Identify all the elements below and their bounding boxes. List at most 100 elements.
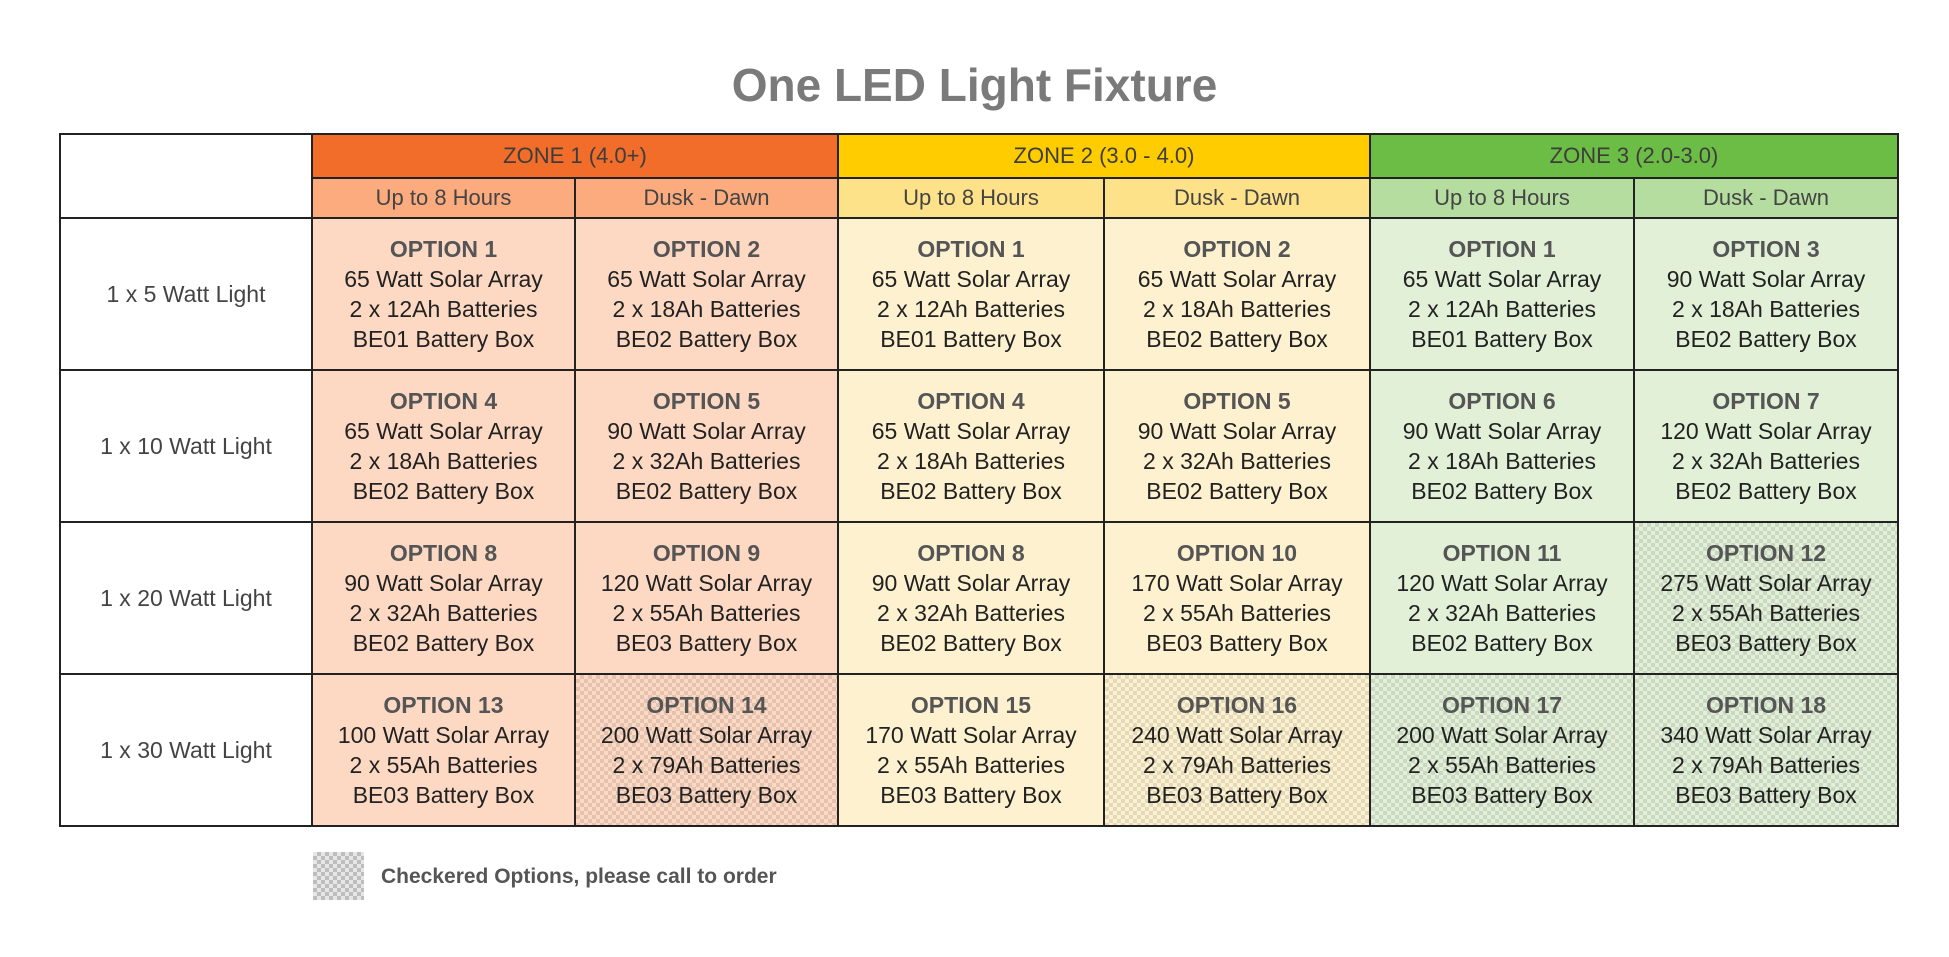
options-body: 1 x 5 Watt Light OPTION 1 65 Watt Solar Ar…: [59, 217, 1900, 827]
solar-array-spec: 200 Watt Solar Array: [600, 722, 813, 748]
solar-array-spec: 65 Watt Solar Array: [344, 418, 543, 444]
solar-array-spec: 65 Watt Solar Array: [871, 418, 1071, 444]
battery-box-spec: BE02 Battery Box: [1675, 478, 1857, 504]
solar-array-spec: 65 Watt Solar Array: [1137, 266, 1337, 292]
battery-box-spec: BE03 Battery Box: [1675, 630, 1857, 656]
solar-array-spec: 240 Watt Solar Array: [1131, 722, 1343, 748]
solar-array-spec: 90 Watt Solar Array: [1402, 418, 1602, 444]
battery-spec: 2 x 55Ah Batteries: [877, 752, 1065, 778]
battery-box-spec: BE02 Battery Box: [615, 326, 798, 352]
subheader-zone-2-up-to-8-hours: Up to 8 Hours: [837, 177, 1105, 219]
battery-box-spec: BE02 Battery Box: [1675, 326, 1857, 352]
battery-box-spec: BE03 Battery Box: [615, 630, 798, 656]
battery-spec: 2 x 12Ah Batteries: [1408, 296, 1596, 322]
checkered-legend-swatch: [313, 852, 364, 900]
option-cell: OPTION 8 90 Watt Solar Array 2 x 32Ah Batt…: [311, 521, 576, 675]
battery-spec: 2 x 79Ah Batteries: [1672, 752, 1860, 778]
solar-array-spec: 90 Watt Solar Array: [344, 570, 543, 596]
option-cell: OPTION 13 100 Watt Solar Array 2 x 55Ah Ba…: [311, 673, 576, 827]
solar-array-spec: 170 Watt Solar Array: [1131, 570, 1343, 596]
battery-spec: 2 x 55Ah Batteries: [1672, 600, 1860, 626]
battery-box-spec: BE02 Battery Box: [352, 478, 535, 504]
option-title: OPTION 6: [1448, 388, 1556, 414]
options-table: ZONE 1 (4.0+) ZONE 2 (3.0 - 4.0) ZONE 3 …: [59, 133, 1900, 827]
battery-box-spec: BE02 Battery Box: [1411, 630, 1593, 656]
option-cell: OPTION 12 275 Watt Solar Array 2 x 55Ah Ba…: [1633, 521, 1900, 675]
option-cell: OPTION 4 65 Watt Solar Array 2 x 18Ah Batt…: [837, 369, 1105, 523]
option-title: OPTION 1: [389, 236, 498, 262]
zone-header-row: ZONE 1 (4.0+) ZONE 2 (3.0 - 4.0) ZONE 3 …: [59, 133, 1900, 219]
option-cell: OPTION 2 65 Watt Solar Array 2 x 18Ah Batt…: [1102, 217, 1372, 371]
battery-spec: 2 x 18Ah Batteries: [1143, 296, 1331, 322]
solar-array-spec: 340 Watt Solar Array: [1660, 722, 1872, 748]
solar-array-spec: 65 Watt Solar Array: [344, 266, 543, 292]
battery-spec: 2 x 18Ah Batteries: [612, 296, 801, 322]
solar-array-spec: 275 Watt Solar Array: [1660, 570, 1872, 596]
option-cell: OPTION 18 340 Watt Solar Array 2 x 79Ah Ba…: [1633, 673, 1900, 827]
option-title: OPTION 11: [1442, 540, 1562, 566]
option-cell: OPTION 14 200 Watt Solar Array 2 x 79Ah Ba…: [574, 673, 839, 827]
battery-box-spec: BE02 Battery Box: [880, 630, 1062, 656]
solar-array-spec: 100 Watt Solar Array: [337, 722, 550, 748]
battery-box-spec: BE02 Battery Box: [1146, 478, 1328, 504]
battery-box-spec: BE03 Battery Box: [1411, 782, 1593, 808]
row-label: 1 x 10 Watt Light: [59, 369, 313, 523]
option-cell: OPTION 1 65 Watt Solar Array 2 x 12Ah Batt…: [837, 217, 1105, 371]
option-title: OPTION 7: [1712, 388, 1820, 414]
battery-spec: 2 x 18Ah Batteries: [1408, 448, 1596, 474]
subheader-zone-3-up-to-8-hours: Up to 8 Hours: [1369, 177, 1636, 219]
option-cell: OPTION 10 170 Watt Solar Array 2 x 55Ah Ba…: [1102, 521, 1372, 675]
duration-header-row: Up to 8 Hours Dusk - Dawn Up to 8 Hours …: [60, 177, 1900, 219]
subheader-zone-1-dusk-dawn: Dusk - Dawn: [574, 177, 839, 219]
solar-array-spec: 65 Watt Solar Array: [1402, 266, 1602, 292]
solar-array-spec: 120 Watt Solar Array: [1660, 418, 1872, 444]
table-row: 1 x 30 Watt Light OPTION 13 100 Watt Solar…: [59, 673, 1900, 827]
solar-array-spec: 65 Watt Solar Array: [871, 266, 1071, 292]
option-cell: OPTION 6 90 Watt Solar Array 2 x 18Ah Batt…: [1369, 369, 1636, 523]
legend-text: Checkered Options, please call to order: [381, 865, 777, 888]
option-title: OPTION 5: [1183, 388, 1291, 414]
battery-spec: 2 x 32Ah Batteries: [1408, 600, 1596, 626]
option-title: OPTION 9: [652, 540, 761, 566]
battery-spec: 2 x 18Ah Batteries: [349, 448, 538, 474]
option-title: OPTION 12: [1705, 540, 1827, 566]
table-row: 1 x 20 Watt Light OPTION 8 90 Watt Solar A…: [59, 521, 1900, 675]
battery-box-spec: BE03 Battery Box: [1675, 782, 1857, 808]
option-title: OPTION 17: [1441, 692, 1563, 718]
battery-box-spec: BE03 Battery Box: [1146, 782, 1328, 808]
battery-spec: 2 x 12Ah Batteries: [349, 296, 538, 322]
battery-spec: 2 x 32Ah Batteries: [1672, 448, 1860, 474]
battery-spec: 2 x 32Ah Batteries: [1143, 448, 1331, 474]
battery-box-spec: BE03 Battery Box: [352, 782, 535, 808]
option-title: OPTION 1: [1448, 236, 1556, 262]
option-title: OPTION 8: [389, 540, 498, 566]
battery-box-spec: BE01 Battery Box: [880, 326, 1062, 352]
option-title: OPTION 2: [652, 236, 761, 262]
option-cell: OPTION 3 90 Watt Solar Array 2 x 18Ah Batt…: [1633, 217, 1900, 371]
option-title: OPTION 16: [1176, 692, 1298, 718]
battery-spec: 2 x 18Ah Batteries: [877, 448, 1065, 474]
option-cell: OPTION 1 65 Watt Solar Array 2 x 12Ah Batt…: [311, 217, 576, 371]
option-cell: OPTION 9 120 Watt Solar Array 2 x 55Ah Bat…: [574, 521, 839, 675]
option-cell: OPTION 2 65 Watt Solar Array 2 x 18Ah Batt…: [574, 217, 839, 371]
solar-array-spec: 90 Watt Solar Array: [871, 570, 1071, 596]
option-cell: OPTION 17 200 Watt Solar Array 2 x 55Ah Ba…: [1369, 673, 1636, 827]
subheader-zone-1-up-to-8-hours: Up to 8 Hours: [311, 177, 576, 219]
solar-array-spec: 90 Watt Solar Array: [1666, 266, 1866, 292]
option-cell: OPTION 4 65 Watt Solar Array 2 x 18Ah Batt…: [311, 369, 576, 523]
option-title: OPTION 15: [910, 692, 1032, 718]
option-title: OPTION 2: [1183, 236, 1291, 262]
battery-box-spec: BE01 Battery Box: [352, 326, 535, 352]
battery-box-spec: BE02 Battery Box: [615, 478, 798, 504]
option-cell: OPTION 15 170 Watt Solar Array 2 x 55Ah Ba…: [837, 673, 1105, 827]
zone-3-header: ZONE 3 (2.0-3.0): [1369, 133, 1900, 179]
row-label: 1 x 30 Watt Light: [59, 673, 313, 827]
option-title: OPTION 1: [917, 236, 1025, 262]
battery-box-spec: BE02 Battery Box: [1146, 326, 1328, 352]
battery-box-spec: BE01 Battery Box: [1411, 326, 1593, 352]
solar-array-spec: 120 Watt Solar Array: [600, 570, 813, 596]
solar-array-spec: 65 Watt Solar Array: [607, 266, 806, 292]
zone-1-header: ZONE 1 (4.0+): [311, 133, 839, 179]
solar-array-spec: 120 Watt Solar Array: [1396, 570, 1608, 596]
battery-spec: 2 x 55Ah Batteries: [612, 600, 801, 626]
